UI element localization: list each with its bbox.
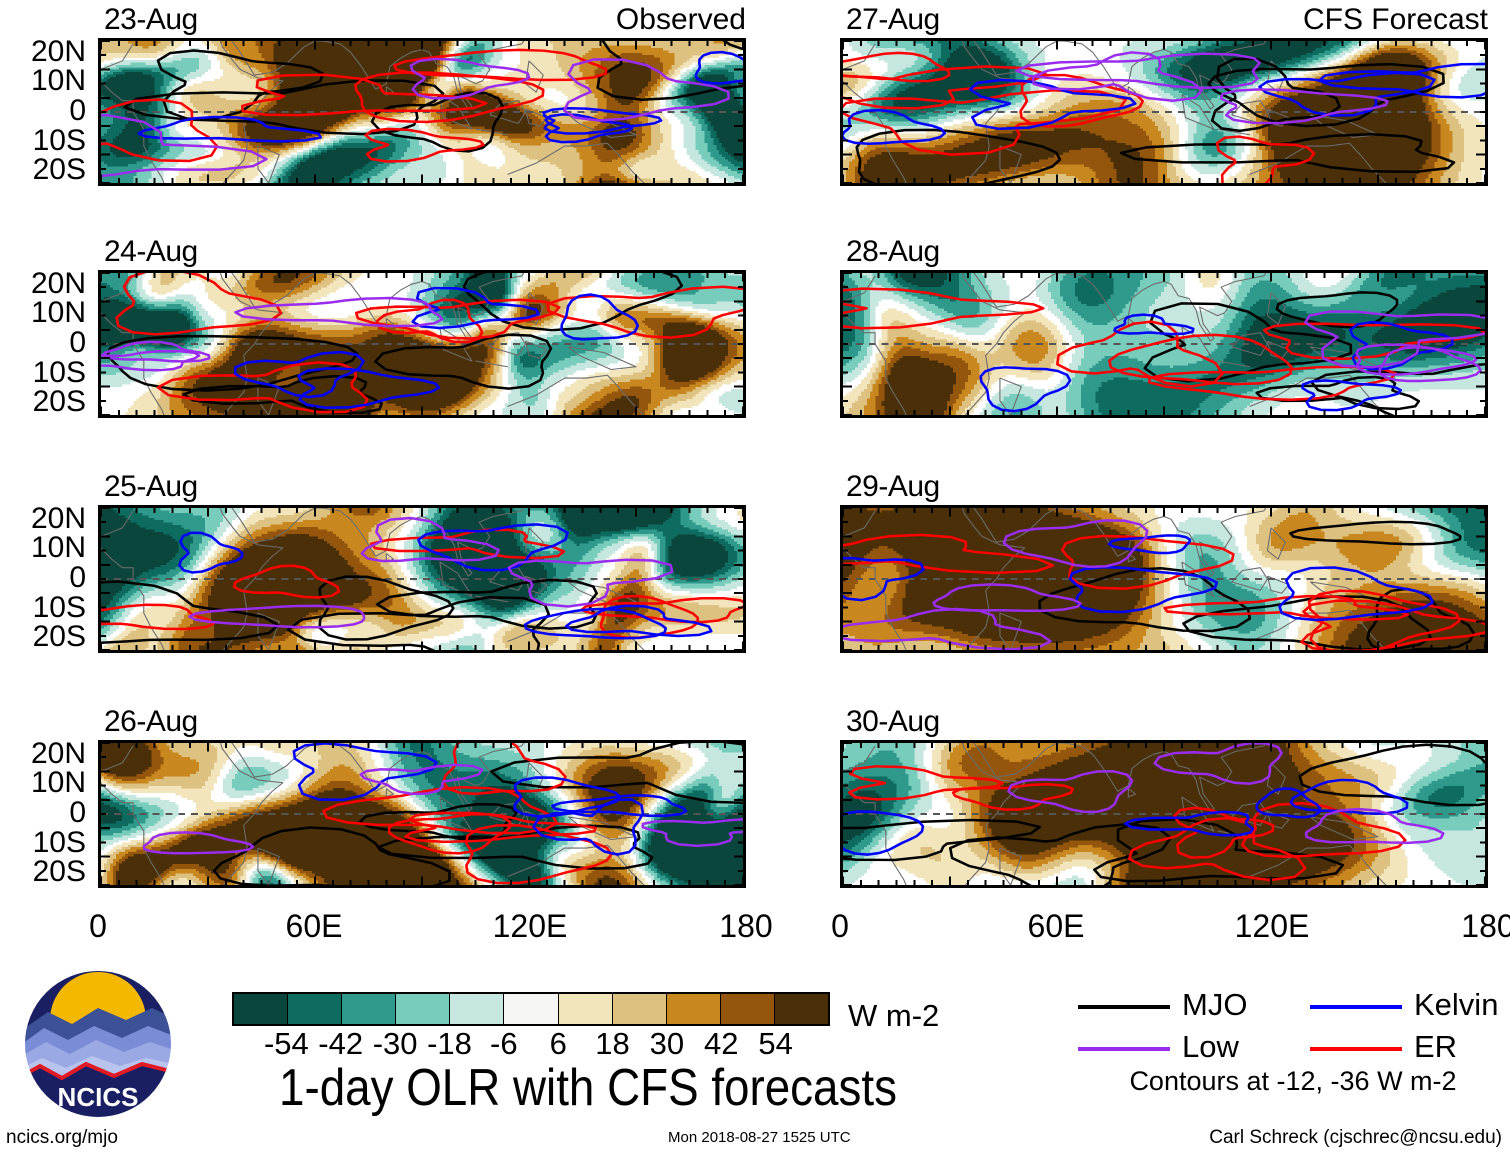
y-axis-tick-label: 20S [32,153,86,187]
legend-label: Low [1182,1029,1239,1064]
colorbar-swatch [450,994,505,1024]
footer-author-contact[interactable]: Carl Schreck (cjschrec@ncsu.edu) [1209,1127,1502,1148]
figure-title: 1-day OLR with CFS forecasts [279,1059,897,1117]
ncics-logo-text: NCICS [58,1082,139,1112]
olr-map-panel [98,270,746,418]
ncics-logo-mark: NCICS [23,969,173,1119]
y-axis-tick-label: 20N [30,501,86,535]
y-axis-tick-label: 10S [32,825,86,859]
colorbar-tick-label: -30 [372,1026,418,1061]
y-axis-tick-label: 20S [32,620,86,654]
colorbar-swatch [342,994,397,1024]
panel-date-label: 26-Aug [104,705,198,738]
wave-legend: MJO Kelvin Low ER [1078,987,1499,1068]
legend-label: ER [1414,1029,1458,1064]
panel-date-label: 29-Aug [846,470,940,503]
panel-date-label: 24-Aug [104,235,198,268]
y-axis-tick-label: 0 [69,796,86,829]
legend-color-line [1078,1005,1170,1009]
panel-kind-label: CFS Forecast [1302,3,1488,36]
colorbar [232,992,830,1026]
olr-map-panel [840,38,1488,186]
y-axis-tick-label: 0 [69,326,86,359]
x-axis-tick-label: 120E [1234,908,1310,944]
y-axis-tick-label: 10N [30,766,86,800]
y-axis-tick-label: 20N [30,34,86,68]
panel-kind-label: Observed [615,3,746,36]
olr-map-panel [840,740,1488,888]
legend-color-line [1310,1005,1402,1009]
panel-date-label: 28-Aug [846,235,940,268]
colorbar-tick-label: 54 [758,1026,793,1061]
x-axis-tick-label: 180 [719,908,773,944]
colorbar-swatch [504,994,559,1024]
y-axis-tick-label: 20S [32,855,86,889]
y-axis-tick-label: 10N [30,531,86,565]
olr-map-panel [98,740,746,888]
footer-website[interactable]: ncics.org/mjo [6,1127,118,1148]
olr-map-panel [840,505,1488,653]
x-axis-tick-label: 0 [831,908,849,944]
legend-label: MJO [1182,987,1248,1022]
colorbar-tick-labels: -54 -42 -30 -18 -6 6 18 30 42 54 [232,1028,830,1062]
x-axis-tick-label: 60E [1027,908,1085,944]
x-axis-tick-label: 180 [1461,908,1510,944]
olr-map-panel [98,38,746,186]
panel-date-label: 23-Aug [104,3,198,36]
colorbar-swatch [720,994,775,1024]
colorbar-units-label: W m-2 [848,998,940,1033]
panel-date-label: 27-Aug [846,3,940,36]
y-axis-tick-label: 10N [30,64,86,98]
colorbar-tick-label: 30 [649,1026,685,1061]
y-axis-tick-label: 10S [32,590,86,624]
legend-color-line [1310,1047,1402,1051]
y-axis-tick-label: 20S [32,385,86,419]
contour-level-note: Contours at -12, -36 W m-2 [1129,1066,1457,1096]
y-axis-tick-label: 20N [30,736,86,770]
y-axis-tick-label: 20N [30,266,86,300]
colorbar-swatch [666,994,721,1024]
legend-label: Kelvin [1414,987,1499,1022]
olr-map-panel [98,505,746,653]
colorbar-swatch [774,994,829,1024]
colorbar-tick-label: 42 [704,1026,739,1061]
x-axis-tick-label: 0 [89,908,107,944]
colorbar-tick-label: -18 [427,1026,472,1061]
x-axis-tick-label: 120E [492,908,568,944]
y-axis-tick-label: 10S [32,355,86,389]
colorbar-tick-label: -54 [263,1026,309,1061]
colorbar-tick-label: -42 [318,1026,364,1061]
colorbar-tick-label: -6 [490,1026,518,1061]
colorbar-swatch [396,994,451,1024]
colorbar-swatch [558,994,613,1024]
y-axis-tick-label: 10S [32,123,86,157]
colorbar-swatch [288,994,343,1024]
olr-map-panel [840,270,1488,418]
colorbar-tick-label: 6 [549,1026,567,1061]
colorbar-swatch [234,994,289,1024]
y-axis-tick-label: 10N [30,296,86,330]
panel-date-label: 30-Aug [846,705,940,738]
panel-date-label: 25-Aug [104,470,198,503]
ncics-logo[interactable]: NCICS [22,968,174,1120]
x-axis-tick-label: 60E [285,908,343,944]
y-axis-tick-label: 0 [69,94,86,127]
footer-timestamp: Mon 2018-08-27 1525 UTC [668,1129,851,1146]
colorbar-tick-label: 18 [595,1026,630,1061]
colorbar-swatch [612,994,667,1024]
legend-color-line [1078,1047,1170,1051]
y-axis-tick-label: 0 [69,561,86,594]
